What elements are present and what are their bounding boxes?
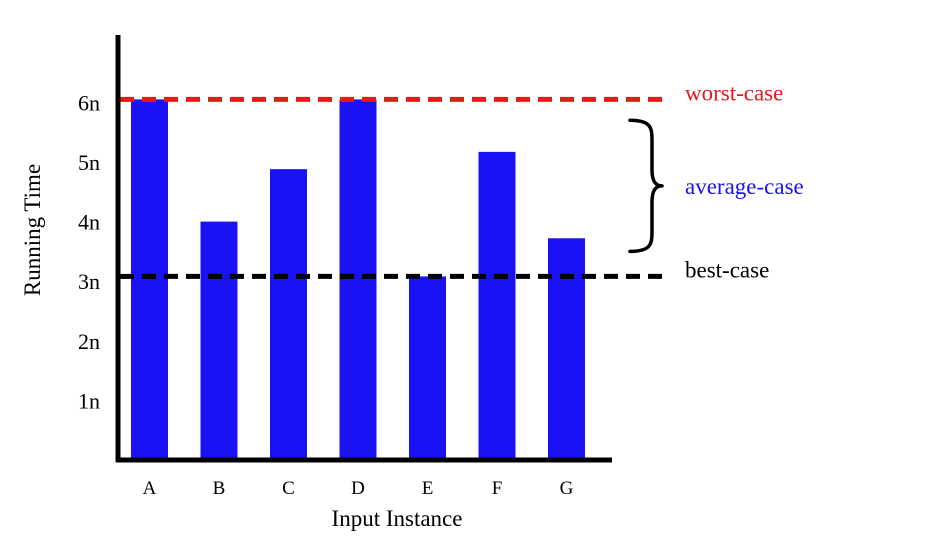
y-axis-label: Running Time	[20, 164, 45, 296]
curly-brace-icon	[628, 118, 664, 254]
x-tick-label-c: C	[282, 478, 295, 499]
bars-group	[131, 99, 585, 461]
bar-c	[270, 169, 307, 461]
y-tick-labels: 1n 2n 3n 4n 5n 6n	[78, 90, 100, 413]
average-case-label: average-case	[685, 174, 804, 199]
x-tick-label-g: G	[560, 478, 574, 499]
bar-g	[548, 238, 585, 460]
reference-lines-group: worst-case best-case	[120, 80, 783, 282]
best-case-label: best-case	[685, 257, 769, 282]
axes-group	[115, 35, 612, 463]
bar-a	[131, 99, 168, 461]
y-tick-label-5n: 5n	[78, 150, 100, 175]
y-tick-label-3n: 3n	[78, 269, 100, 294]
bar-f	[478, 151, 516, 461]
worst-case-label: worst-case	[685, 80, 783, 105]
y-tick-label-1n: 1n	[78, 388, 100, 413]
x-tick-label-e: E	[422, 478, 434, 499]
bar-b	[200, 221, 238, 460]
bar-e	[409, 276, 446, 460]
x-tick-labels: A B C D E F G	[143, 478, 574, 499]
annotations-group: average-case	[628, 118, 804, 254]
x-tick-label-a: A	[143, 478, 157, 499]
y-tick-label-2n: 2n	[78, 329, 100, 354]
bar-d	[339, 99, 377, 461]
x-tick-label-f: F	[492, 478, 503, 499]
y-tick-label-6n: 6n	[78, 90, 100, 115]
x-axis-label: Input Instance	[332, 506, 463, 531]
x-tick-label-d: D	[351, 478, 365, 499]
y-tick-label-4n: 4n	[78, 210, 100, 235]
x-tick-label-b: B	[213, 478, 226, 499]
